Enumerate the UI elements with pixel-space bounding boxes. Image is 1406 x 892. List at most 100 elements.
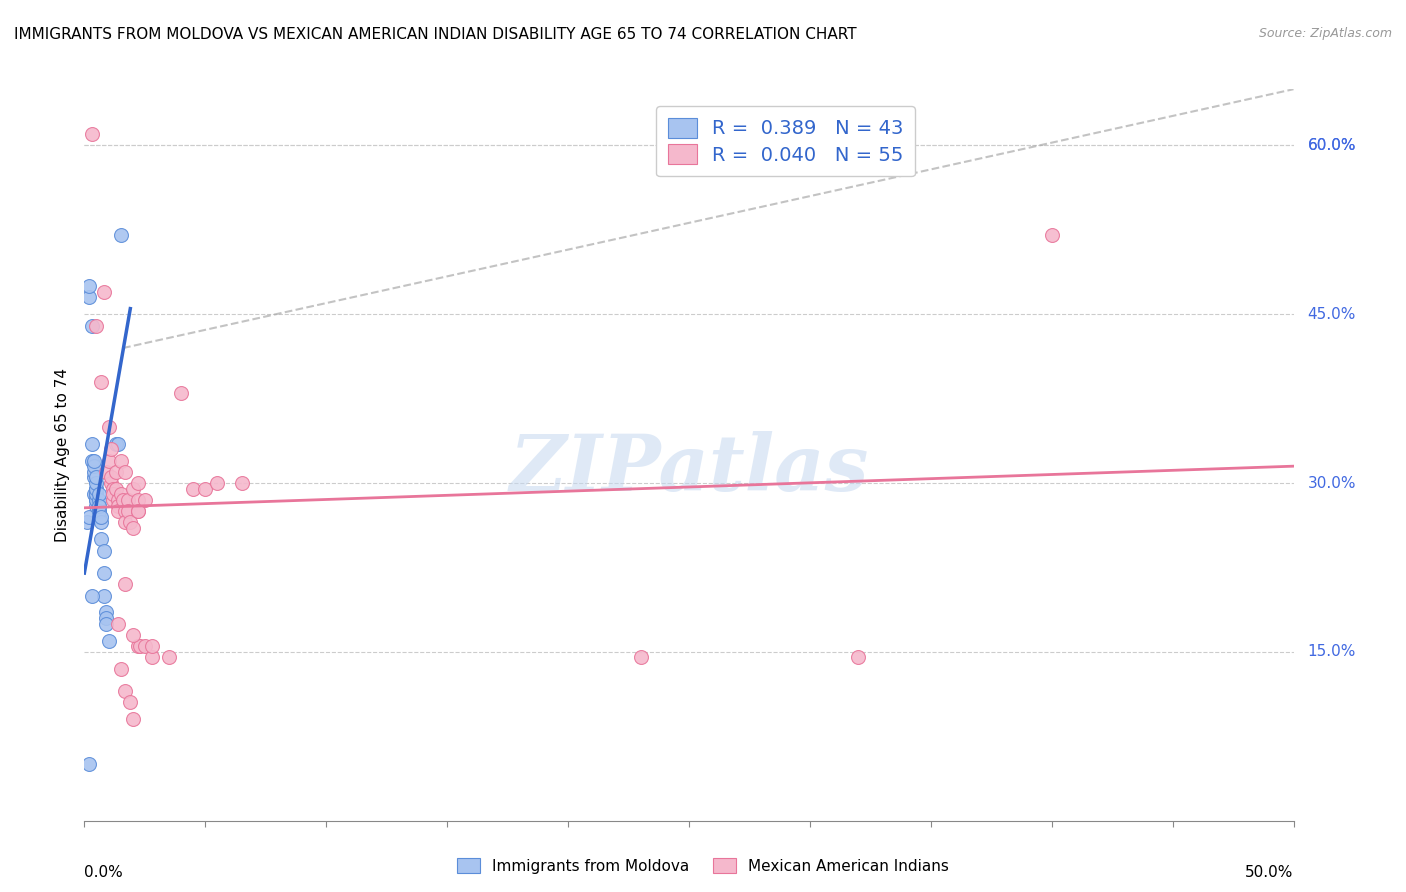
Text: 30.0%: 30.0%: [1308, 475, 1355, 491]
Text: 50.0%: 50.0%: [1246, 864, 1294, 880]
Point: [87, 499, 110, 513]
Point: [120, 516, 142, 530]
Point: [1040, 228, 1063, 243]
Point: [121, 482, 143, 496]
Point: [114, 504, 136, 518]
Point: [110, 453, 132, 467]
Point: [127, 639, 149, 653]
Point: [80, 318, 103, 333]
Point: [86, 470, 108, 484]
Point: [83, 470, 105, 484]
Point: [77, 757, 100, 772]
Point: [141, 639, 163, 653]
Point: [87, 487, 110, 501]
Point: [77, 279, 100, 293]
Point: [86, 492, 108, 507]
Point: [121, 712, 143, 726]
Point: [114, 465, 136, 479]
Point: [107, 492, 129, 507]
Text: 15.0%: 15.0%: [1308, 644, 1355, 659]
Point: [86, 482, 108, 496]
Point: [117, 492, 139, 507]
Point: [134, 639, 156, 653]
Point: [97, 453, 120, 467]
Point: [94, 611, 117, 625]
Point: [104, 482, 127, 496]
Point: [93, 589, 115, 603]
Point: [107, 499, 129, 513]
Point: [207, 476, 229, 491]
Point: [103, 482, 125, 496]
Point: [83, 453, 105, 467]
Point: [120, 696, 142, 710]
Point: [121, 521, 143, 535]
Legend: R =  0.389   N = 43, R =  0.040   N = 55: R = 0.389 N = 43, R = 0.040 N = 55: [657, 106, 915, 177]
Point: [86, 499, 108, 513]
Point: [157, 650, 180, 665]
Point: [117, 504, 139, 518]
Point: [86, 476, 108, 491]
Point: [103, 492, 125, 507]
Legend: Immigrants from Moldova, Mexican American Indians: Immigrants from Moldova, Mexican America…: [451, 852, 955, 880]
Point: [80, 127, 103, 141]
Point: [90, 516, 112, 530]
Point: [141, 650, 163, 665]
Point: [231, 476, 253, 491]
Point: [134, 492, 156, 507]
Y-axis label: Disability Age 65 to 74: Disability Age 65 to 74: [55, 368, 70, 542]
Point: [170, 386, 193, 401]
Text: 60.0%: 60.0%: [1308, 138, 1355, 153]
Point: [100, 470, 122, 484]
Point: [90, 509, 112, 524]
Point: [87, 504, 110, 518]
Point: [114, 577, 136, 591]
Point: [86, 482, 108, 496]
Point: [107, 436, 129, 450]
Text: 60.0%: 60.0%: [1308, 138, 1355, 153]
Text: Source: ZipAtlas.com: Source: ZipAtlas.com: [1258, 27, 1392, 40]
Point: [846, 650, 869, 665]
Point: [112, 492, 135, 507]
Point: [104, 465, 127, 479]
Point: [127, 504, 149, 518]
Point: [86, 487, 108, 501]
Point: [83, 487, 105, 501]
Point: [181, 482, 204, 496]
Point: [80, 589, 103, 603]
Point: [80, 453, 103, 467]
Point: [100, 442, 122, 457]
Point: [93, 543, 115, 558]
Point: [127, 504, 149, 518]
Point: [76, 516, 98, 530]
Point: [86, 492, 108, 507]
Point: [129, 639, 152, 653]
Point: [94, 606, 117, 620]
Point: [83, 459, 105, 474]
Point: [114, 516, 136, 530]
Point: [87, 492, 110, 507]
Point: [127, 492, 149, 507]
Point: [86, 318, 108, 333]
Point: [97, 419, 120, 434]
Text: ZIPatlas: ZIPatlas: [509, 432, 869, 508]
Text: IMMIGRANTS FROM MOLDOVA VS MEXICAN AMERICAN INDIAN DISABILITY AGE 65 TO 74 CORRE: IMMIGRANTS FROM MOLDOVA VS MEXICAN AMERI…: [14, 27, 856, 42]
Point: [194, 482, 217, 496]
Text: 0.0%: 0.0%: [84, 864, 124, 880]
Point: [97, 633, 120, 648]
Point: [121, 628, 143, 642]
Point: [87, 499, 110, 513]
Point: [93, 566, 115, 580]
Point: [90, 533, 112, 547]
Point: [86, 487, 108, 501]
Point: [94, 465, 117, 479]
Point: [87, 504, 110, 518]
Point: [127, 476, 149, 491]
Point: [90, 375, 112, 389]
Point: [103, 487, 125, 501]
Point: [107, 504, 129, 518]
Point: [80, 436, 103, 450]
Point: [100, 476, 122, 491]
Point: [94, 616, 117, 631]
Point: [110, 228, 132, 243]
Point: [83, 465, 105, 479]
